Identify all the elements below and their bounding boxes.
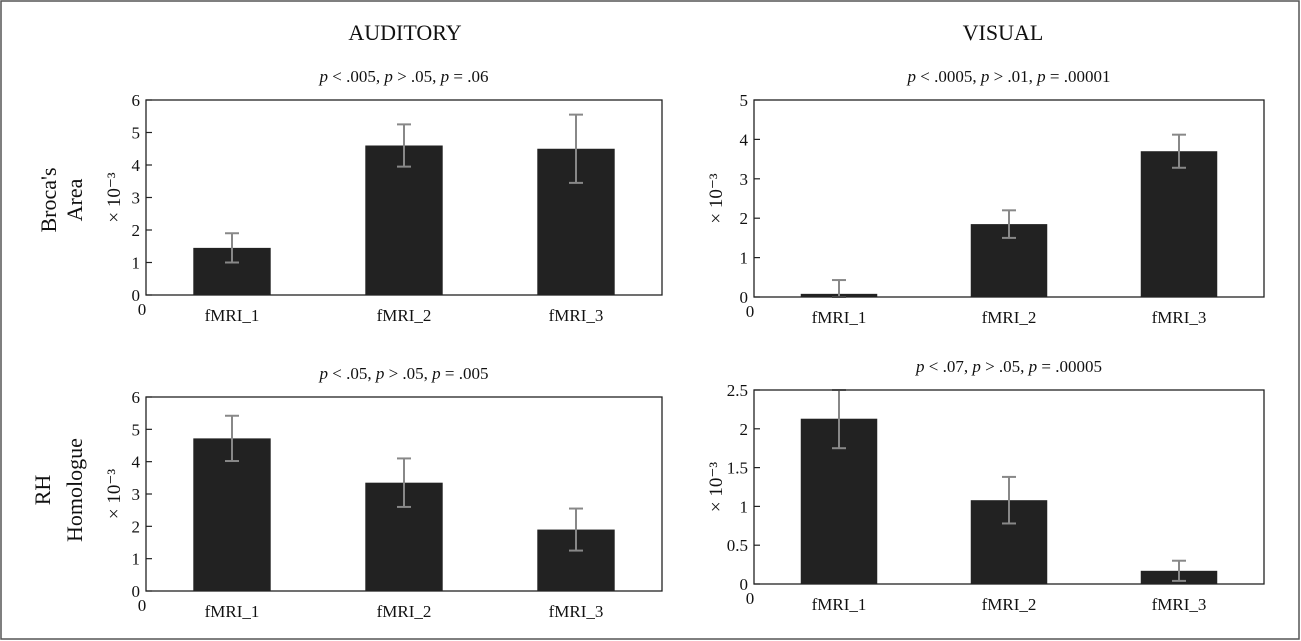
visual-brocas-ytick-label: 2 (740, 209, 749, 228)
auditory-brocas-bar-fmri-2 (365, 145, 443, 295)
auditory-rh-category-label: fMRI_1 (205, 602, 260, 621)
auditory-rh-ytick-label: 6 (132, 388, 141, 407)
visual-brocas-ytick-label: 3 (740, 170, 749, 189)
auditory-brocas-ytick-label: 5 (132, 124, 141, 143)
auditory-brocas-title: p < .005, p > .05, p = .06 (318, 67, 488, 86)
visual-rh-category-label: fMRI_1 (812, 595, 867, 614)
visual-brocas-ytick-label: 0 (740, 288, 749, 307)
row-label-rh-homologue-line1: RH (30, 475, 55, 506)
auditory-brocas-origin-label: 0 (138, 300, 147, 319)
chart-auditory-brocas-area: p < .005, p > .05, p = .06 × 10⁻³ 0 1 2 3 4 5 6 f… (104, 67, 663, 325)
auditory-brocas-category-label: fMRI_3 (549, 306, 604, 325)
auditory-rh-category-label: fMRI_2 (377, 602, 432, 621)
column-title-visual: VISUAL (963, 20, 1044, 45)
visual-rh-plot-frame (753, 389, 1265, 585)
visual-rh-ytick-label: 0 (740, 575, 749, 594)
auditory-rh-ytick-label: 4 (132, 453, 141, 472)
visual-brocas-plot-frame (753, 99, 1265, 298)
auditory-rh-ytick-label: 2 (132, 517, 141, 536)
visual-brocas-ytick-label: 4 (740, 130, 749, 149)
visual-brocas-ytick-label: 1 (740, 249, 749, 268)
visual-rh-ytick-label: 1 (740, 497, 749, 516)
auditory-brocas-ylabel: × 10⁻³ (104, 172, 125, 222)
visual-rh-category-label: fMRI_3 (1152, 595, 1207, 614)
visual-rh-ytick-label: 2.5 (727, 381, 748, 400)
row-label-brocas-area-line2: Area (62, 178, 87, 221)
auditory-brocas-ytick-label: 4 (132, 156, 141, 175)
visual-brocas-ytick-label: 5 (740, 91, 749, 110)
auditory-brocas-ytick-label: 2 (132, 221, 141, 240)
auditory-brocas-ytick-label: 1 (132, 254, 141, 273)
auditory-brocas-plot-frame (145, 99, 663, 296)
auditory-rh-ylabel: × 10⁻³ (104, 469, 125, 519)
visual-brocas-category-label: fMRI_2 (982, 308, 1037, 327)
auditory-rh-ytick-label: 1 (132, 550, 141, 569)
visual-brocas-origin-label: 0 (746, 302, 755, 321)
visual-brocas-category-label: fMRI_1 (812, 308, 867, 327)
auditory-brocas-category-label: fMRI_2 (377, 306, 432, 325)
visual-rh-ylabel: × 10⁻³ (706, 462, 727, 512)
row-label-brocas-area-line1: Broca's (36, 167, 61, 232)
visual-brocas-ylabel: × 10⁻³ (706, 173, 727, 223)
auditory-rh-category-label: fMRI_3 (549, 602, 604, 621)
auditory-rh-ytick-label: 0 (132, 582, 141, 601)
visual-rh-ytick-label: 2 (740, 420, 749, 439)
auditory-rh-ytick-label: 5 (132, 420, 141, 439)
visual-brocas-title: p < .0005, p > .01, p = .00001 (906, 67, 1110, 86)
visual-rh-ytick-label: 0.5 (727, 536, 748, 555)
chart-visual-brocas-area: p < .0005, p > .01, p = .00001 × 10⁻³ 0 1 2 3… (706, 67, 1265, 327)
visual-rh-category-label: fMRI_2 (982, 595, 1037, 614)
visual-brocas-category-label: fMRI_3 (1152, 308, 1207, 327)
auditory-rh-title: p < .05, p > .05, p = .005 (318, 364, 488, 383)
auditory-brocas-ytick-label: 6 (132, 91, 141, 110)
visual-rh-origin-label: 0 (746, 589, 755, 608)
auditory-brocas-category-label: fMRI_1 (205, 306, 260, 325)
chart-auditory-rh-homologue: p < .05, p > .05, p = .005 × 10⁻³ 0 1 2 3 4 5 6 f… (104, 364, 663, 621)
row-label-rh-homologue-line2: Homologue (62, 438, 87, 542)
auditory-brocas-ytick-label: 0 (132, 286, 141, 305)
auditory-rh-bar-fmri-1 (193, 438, 271, 591)
visual-brocas-bar-fmri-3 (1140, 151, 1218, 297)
auditory-rh-plot-frame (145, 396, 663, 592)
visual-rh-title: p < .07, p > .05, p = .00005 (915, 357, 1102, 376)
column-title-auditory: AUDITORY (348, 20, 461, 45)
chart-visual-rh-homologue: p < .07, p > .05, p = .00005 × 10⁻³ 0 0.5 1 1… (706, 357, 1265, 614)
auditory-rh-ytick-label: 3 (132, 485, 141, 504)
auditory-rh-origin-label: 0 (138, 596, 147, 615)
visual-rh-ytick-label: 1.5 (727, 459, 748, 478)
auditory-brocas-ytick-label: 3 (132, 189, 141, 208)
